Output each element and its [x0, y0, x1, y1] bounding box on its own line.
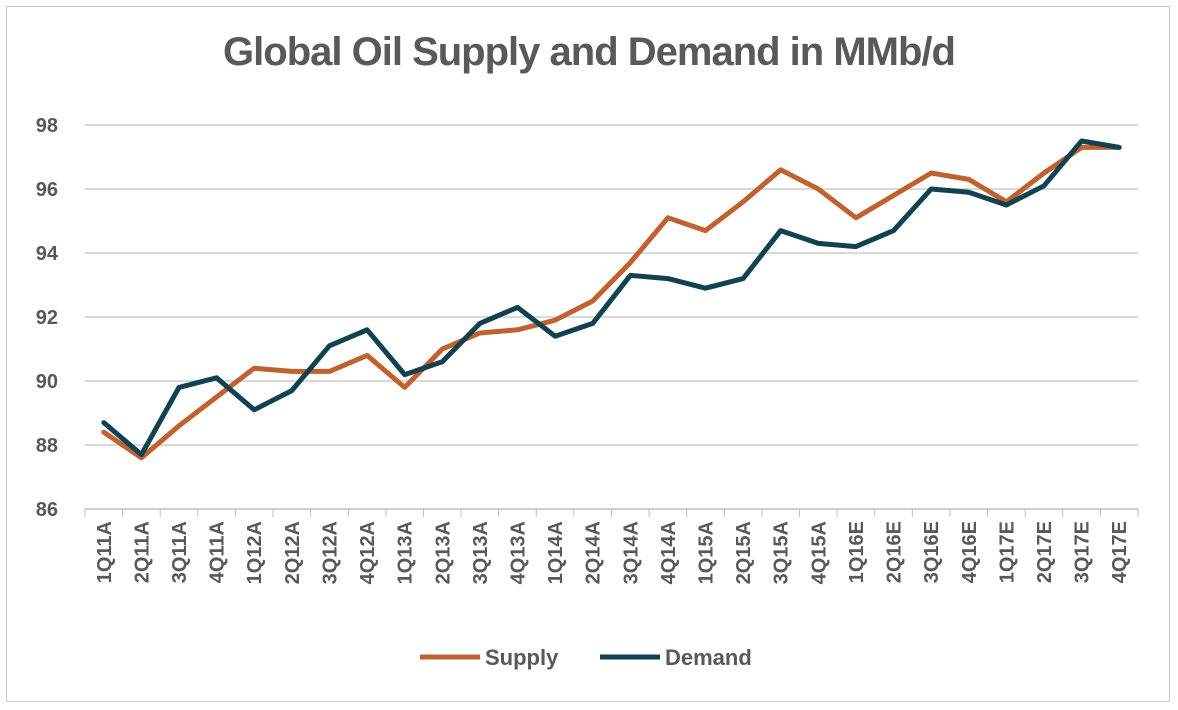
x-tick-label: 1Q16E — [846, 521, 868, 583]
x-tick-label: 1Q11A — [94, 521, 116, 583]
x-tick-label: 3Q15A — [771, 521, 793, 584]
y-tick-label: 96 — [36, 179, 58, 201]
x-tick-label: 3Q17E — [1072, 521, 1094, 583]
x-axis-ticks: 1Q11A 2Q11A 3Q11A 4Q11A 1Q12A 2Q12A 3Q12A 4Q12A… — [94, 521, 1131, 584]
x-tick-label: 1Q12A — [244, 521, 266, 584]
x-tick-label: 2Q11A — [131, 521, 153, 583]
chart-title: Global Oil Supply and Demand in MMb/d — [223, 30, 956, 74]
y-tick-label: 88 — [36, 435, 58, 457]
x-tick-label: 1Q17E — [996, 521, 1018, 583]
x-tick-label: 4Q14A — [658, 521, 680, 584]
x-tick-label: 1Q15A — [696, 521, 718, 584]
y-tick-label: 94 — [36, 243, 59, 265]
x-tick-label: 2Q15A — [733, 521, 755, 584]
x-tick-label: 4Q16E — [959, 521, 981, 583]
x-tick-label: 4Q15A — [808, 521, 830, 584]
series-line-supply — [101, 144, 1122, 461]
legend-label-demand: Demand — [665, 645, 752, 670]
x-tick-label: 2Q17E — [1034, 521, 1056, 583]
x-tick-label: 1Q14A — [545, 521, 567, 584]
x-tick-label: 4Q11A — [207, 521, 229, 583]
x-tick-label: 1Q13A — [395, 521, 417, 584]
x-tick-label: 2Q13A — [432, 521, 454, 584]
x-tick-label: 3Q13A — [470, 521, 492, 584]
x-tick-label: 3Q11A — [169, 521, 191, 583]
y-axis-ticks: 86 88 90 92 94 96 98 — [36, 115, 59, 521]
x-tick-label: 2Q12A — [282, 521, 304, 584]
x-tick-label: 4Q13A — [507, 521, 529, 584]
x-tick-label: 3Q16E — [921, 521, 943, 583]
y-tick-label: 90 — [36, 371, 58, 393]
series-line-demand — [101, 138, 1122, 458]
y-tick-label: 98 — [36, 115, 58, 137]
legend-label-supply: Supply — [485, 645, 559, 670]
y-tick-label: 86 — [36, 499, 58, 521]
grid-lines — [84, 124, 1139, 517]
x-tick-label: 3Q14A — [620, 521, 642, 584]
y-tick-label: 92 — [36, 307, 58, 329]
legend: Supply Demand — [420, 645, 752, 670]
chart-frame — [6, 6, 1170, 702]
x-tick-label: 3Q12A — [319, 521, 341, 584]
x-tick-label: 2Q14A — [583, 521, 605, 584]
x-tick-label: 4Q17E — [1109, 521, 1131, 583]
x-tick-label: 2Q16E — [884, 521, 906, 583]
x-tick-label: 4Q12A — [357, 521, 379, 584]
series-lines — [101, 138, 1122, 461]
